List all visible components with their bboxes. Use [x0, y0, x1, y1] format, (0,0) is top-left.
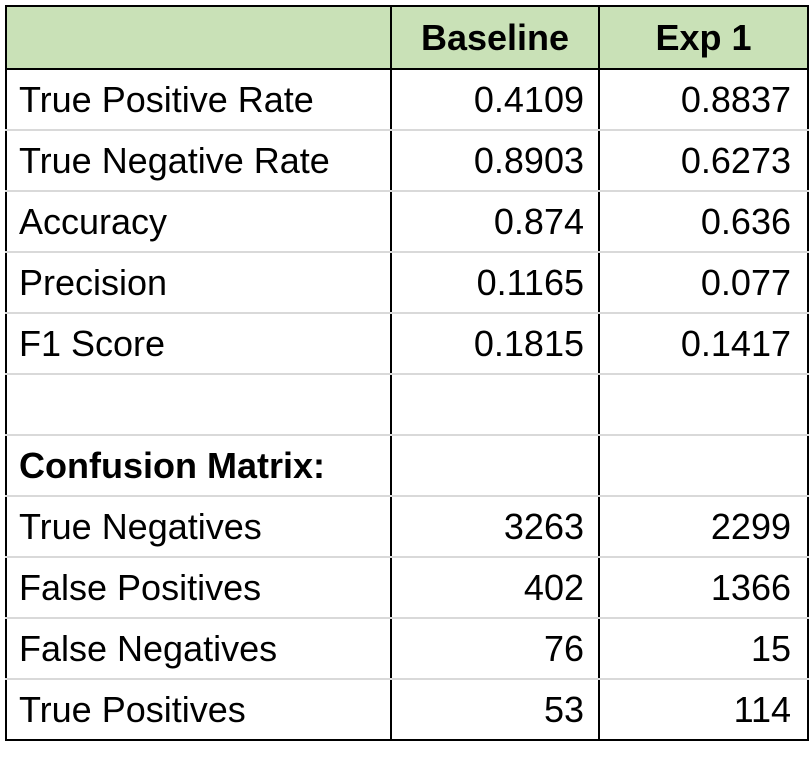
row-label-cell[interactable]: True Negative Rate	[5, 129, 392, 192]
table-row: True Negatives 3263 2299	[5, 495, 809, 558]
metrics-table: Baseline Exp 1 True Positive Rate 0.4109…	[5, 5, 809, 741]
baseline-value-cell[interactable]	[391, 434, 600, 497]
baseline-value-cell[interactable]: 0.1815	[391, 312, 600, 375]
section-heading-row: Confusion Matrix:	[5, 434, 809, 497]
row-label-cell[interactable]	[5, 373, 392, 436]
table-row: Accuracy 0.874 0.636	[5, 190, 809, 253]
row-label-cell[interactable]: False Negatives	[5, 617, 392, 680]
table-row: True Positives 53 114	[5, 678, 809, 741]
exp1-value-cell[interactable]	[599, 434, 809, 497]
exp1-value-cell[interactable]: 0.8837	[599, 68, 809, 131]
baseline-value-cell[interactable]: 0.1165	[391, 251, 600, 314]
baseline-value-cell[interactable]: 53	[391, 678, 600, 741]
header-cell-baseline[interactable]: Baseline	[391, 5, 600, 70]
baseline-value-cell[interactable]	[391, 373, 600, 436]
row-label-cell[interactable]: True Negatives	[5, 495, 392, 558]
baseline-value-cell[interactable]: 76	[391, 617, 600, 680]
exp1-value-cell[interactable]: 114	[599, 678, 809, 741]
section-heading-cell[interactable]: Confusion Matrix:	[5, 434, 392, 497]
table-row: Precision 0.1165 0.077	[5, 251, 809, 314]
exp1-value-cell[interactable]: 2299	[599, 495, 809, 558]
baseline-value-cell[interactable]: 3263	[391, 495, 600, 558]
table-row: F1 Score 0.1815 0.1417	[5, 312, 809, 375]
exp1-value-cell[interactable]: 15	[599, 617, 809, 680]
header-cell-label[interactable]	[5, 5, 392, 70]
table-row: False Negatives 76 15	[5, 617, 809, 680]
exp1-value-cell[interactable]	[599, 373, 809, 436]
row-label-cell[interactable]: True Positives	[5, 678, 392, 741]
baseline-value-cell[interactable]: 0.4109	[391, 68, 600, 131]
table-row: True Positive Rate 0.4109 0.8837	[5, 68, 809, 131]
baseline-value-cell[interactable]: 0.874	[391, 190, 600, 253]
row-label-cell[interactable]: Precision	[5, 251, 392, 314]
table-row: True Negative Rate 0.8903 0.6273	[5, 129, 809, 192]
exp1-value-cell[interactable]: 1366	[599, 556, 809, 619]
row-label-cell[interactable]: F1 Score	[5, 312, 392, 375]
exp1-value-cell[interactable]: 0.6273	[599, 129, 809, 192]
table-row-empty	[5, 373, 809, 436]
exp1-value-cell[interactable]: 0.077	[599, 251, 809, 314]
header-cell-exp1[interactable]: Exp 1	[599, 5, 809, 70]
baseline-value-cell[interactable]: 0.8903	[391, 129, 600, 192]
row-label-cell[interactable]: True Positive Rate	[5, 68, 392, 131]
baseline-value-cell[interactable]: 402	[391, 556, 600, 619]
row-label-cell[interactable]: Accuracy	[5, 190, 392, 253]
exp1-value-cell[interactable]: 0.1417	[599, 312, 809, 375]
row-label-cell[interactable]: False Positives	[5, 556, 392, 619]
header-row: Baseline Exp 1	[5, 5, 809, 70]
table-row: False Positives 402 1366	[5, 556, 809, 619]
exp1-value-cell[interactable]: 0.636	[599, 190, 809, 253]
